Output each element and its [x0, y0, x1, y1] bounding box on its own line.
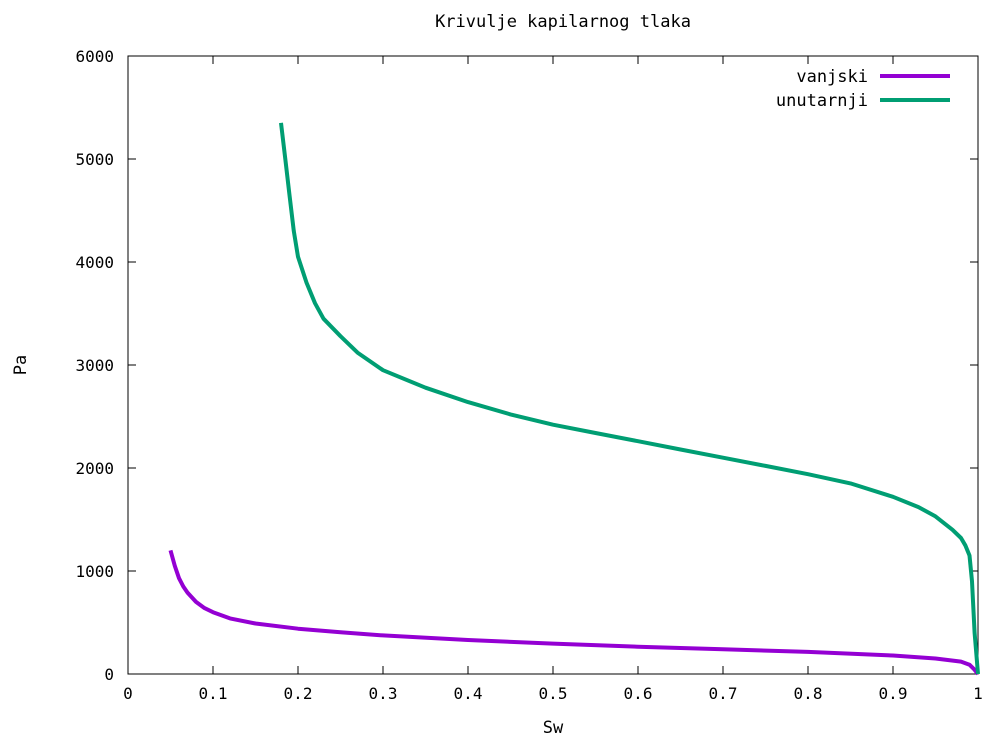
x-axis-label: Sw [543, 718, 564, 738]
legend-label-vanjski: vanjski [796, 67, 868, 87]
y-tick-label: 0 [104, 665, 114, 684]
x-tick-label: 0.9 [879, 684, 908, 703]
y-tick-label: 4000 [75, 253, 114, 272]
y-tick-label: 1000 [75, 562, 114, 581]
x-tick-label: 0.4 [454, 684, 483, 703]
series-line-unutarnji [279, 122, 980, 675]
y-tick-label: 2000 [75, 459, 114, 478]
y-tick-label: 6000 [75, 47, 114, 66]
x-tick-label: 0.1 [199, 684, 228, 703]
x-tick-label: 0 [123, 684, 133, 703]
y-axis-label: Pa [11, 355, 31, 375]
x-tick-label: 1 [973, 684, 983, 703]
chart-title: Krivulje kapilarnog tlaka [435, 12, 691, 32]
x-tick-label: 0.8 [794, 684, 823, 703]
x-tick-label: 0.6 [624, 684, 653, 703]
y-tick-label: 5000 [75, 150, 114, 169]
x-tick-label: 0.7 [709, 684, 738, 703]
plot-frame [127, 55, 979, 675]
y-tick-label: 3000 [75, 356, 114, 375]
x-tick-label: 0.2 [284, 684, 313, 703]
legend-label-unutarnji: unutarnji [776, 91, 868, 111]
x-tick-label: 0.5 [539, 684, 568, 703]
y-axis: 0 1000 2000 3000 4000 5000 6000 [75, 47, 978, 684]
series-layer [168, 122, 980, 676]
x-tick-label: 0.3 [369, 684, 398, 703]
series-line-vanjski [168, 549, 980, 676]
legend: vanjski unutarnji [776, 67, 950, 111]
x-axis: 0 0.1 0.2 0.3 0.4 0.5 0.6 0.7 0.8 0.9 1 [123, 56, 983, 703]
